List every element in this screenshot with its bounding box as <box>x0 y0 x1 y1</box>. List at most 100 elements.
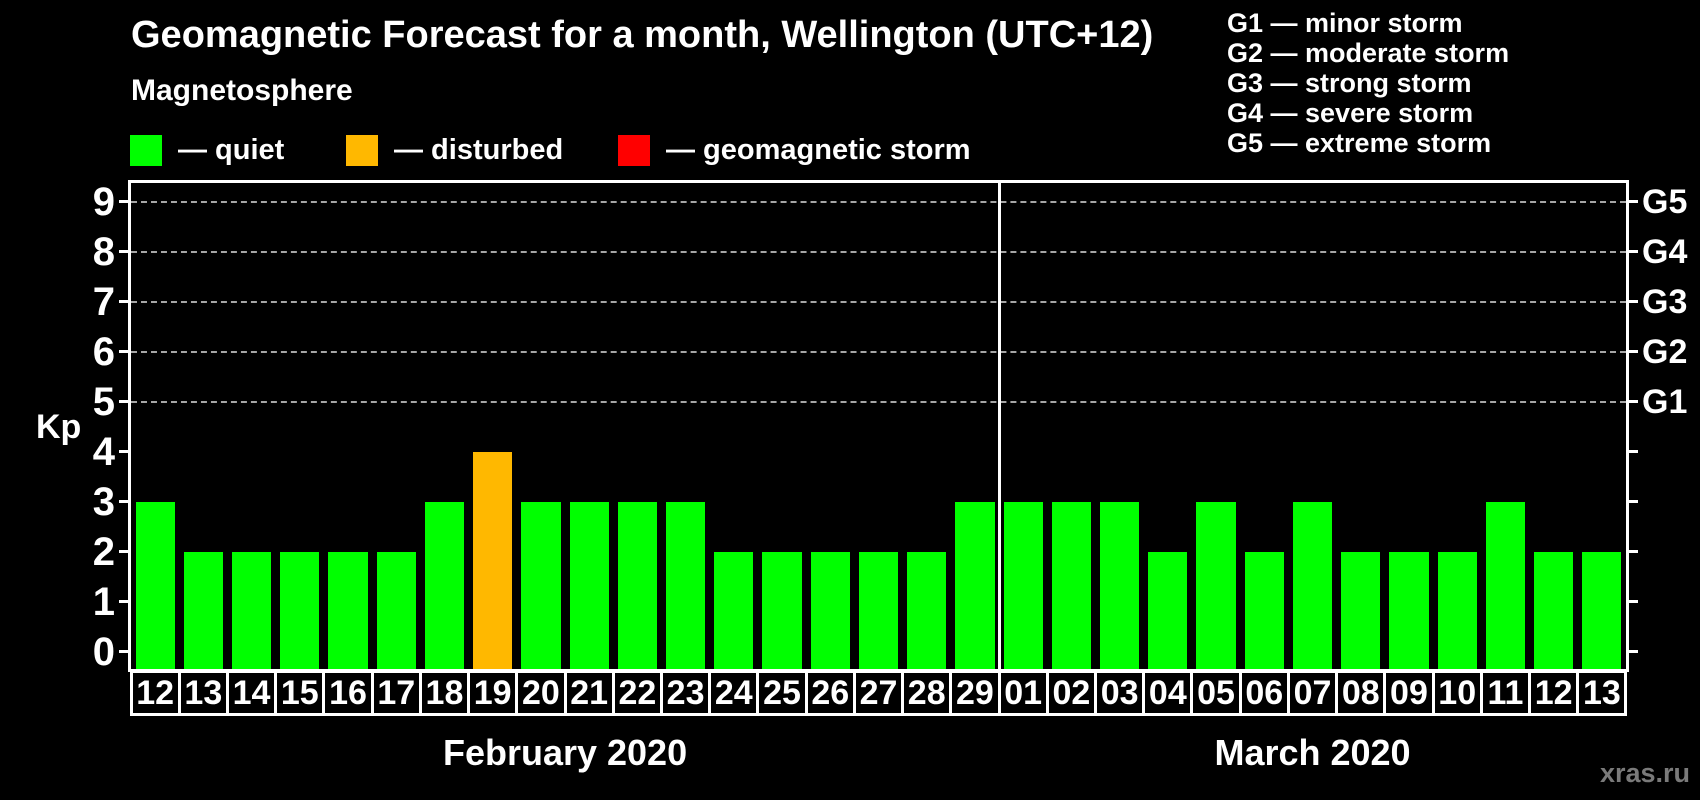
kp-bar-day-17 <box>376 551 416 669</box>
day-label-27: 27 <box>852 670 905 716</box>
month-label-2: March 2020 <box>1214 732 1411 773</box>
day-label-19: 19 <box>467 670 519 716</box>
gridline-g4 <box>131 250 1626 253</box>
kp-bar-day-13 <box>183 551 223 669</box>
kp-bar-day-02 <box>1051 501 1091 669</box>
y-axis-tick-left <box>119 650 128 653</box>
y-axis-title: Kp <box>36 408 82 446</box>
gridline-g1 <box>131 400 1626 403</box>
day-label-16: 16 <box>322 670 374 716</box>
day-label-06: 06 <box>1238 670 1290 716</box>
day-label-01: 01 <box>997 670 1049 716</box>
day-label-28: 28 <box>901 670 953 716</box>
day-label-04: 04 <box>1142 670 1194 716</box>
legend-item-storm: — geomagnetic storm <box>618 130 971 170</box>
kp-bar-day-16 <box>328 551 368 669</box>
day-label-10: 10 <box>1431 670 1483 716</box>
legend-label-quiet: — quiet <box>178 133 285 166</box>
watermark: xras.ru <box>1599 758 1690 788</box>
kp-bar-day-20 <box>521 501 561 669</box>
day-label-08: 08 <box>1335 670 1387 716</box>
g-scale-legend: G1 — minor storm G2 — moderate storm G3 — … <box>1227 8 1509 158</box>
kp-bar-day-14 <box>231 551 272 669</box>
g-level-label-g4: G4 <box>1642 232 1688 271</box>
kp-bar-day-19 <box>473 451 513 669</box>
day-label-13: 13 <box>177 670 229 716</box>
y-axis-tick-right <box>1629 400 1638 403</box>
g-scale-legend-line-2: G2 — moderate storm <box>1227 38 1510 68</box>
kp-bar-day-23 <box>665 501 706 669</box>
y-axis-tick-right <box>1629 550 1638 553</box>
gridline-g2 <box>131 350 1626 353</box>
g-scale-legend-line-4: G4 — severe storm <box>1227 98 1474 128</box>
kp-bar-day-15 <box>280 551 320 669</box>
kp-bar-day-18 <box>424 501 465 669</box>
y-axis-tick-right <box>1629 500 1638 503</box>
y-axis-tick-right <box>1629 300 1638 303</box>
day-label-15: 15 <box>274 670 326 716</box>
y-axis-tick-left <box>119 550 128 553</box>
day-label-23: 23 <box>659 670 712 716</box>
day-label-26: 26 <box>804 670 856 716</box>
g-scale-legend-line-5: G5 — extreme storm <box>1227 128 1492 158</box>
day-label-14: 14 <box>225 670 278 716</box>
disturbed-color-swatch <box>346 134 378 166</box>
y-axis-tick-label: 3 <box>92 479 115 524</box>
day-label-18: 18 <box>418 670 471 716</box>
day-label-07: 07 <box>1286 670 1339 716</box>
kp-bar-day-01 <box>1003 501 1043 669</box>
day-label-17: 17 <box>370 670 422 716</box>
y-axis-tick-left <box>119 600 128 603</box>
g-level-label-g5: G5 <box>1642 182 1688 221</box>
g-level-label-g3: G3 <box>1642 282 1688 321</box>
kp-bar-day-06 <box>1244 551 1284 669</box>
y-axis-tick-label: 1 <box>92 579 115 624</box>
day-label-09: 09 <box>1383 670 1435 716</box>
day-label-13: 13 <box>1576 670 1628 716</box>
day-label-24: 24 <box>708 670 760 716</box>
legend-item-quiet: — quiet <box>130 130 284 170</box>
day-label-12: 12 <box>129 670 181 716</box>
kp-bar-day-13 <box>1582 551 1622 669</box>
day-label-03: 03 <box>1094 670 1146 716</box>
y-axis-tick-left <box>119 450 128 453</box>
y-axis-tick-right <box>1629 200 1638 203</box>
y-axis-tick-label: 7 <box>92 279 115 324</box>
day-label-29: 29 <box>949 670 1001 716</box>
day-label-22: 22 <box>611 670 663 716</box>
y-axis-tick-left <box>119 500 128 503</box>
kp-bar-day-24 <box>714 551 754 669</box>
y-axis-tick-right <box>1629 350 1638 353</box>
y-axis-tick-left <box>119 400 128 403</box>
y-axis-tick-left <box>119 350 128 353</box>
y-axis-tick-left <box>119 300 128 303</box>
legend-label-disturbed: — disturbed <box>394 133 564 166</box>
gridline-g5 <box>131 200 1626 203</box>
day-label-11: 11 <box>1479 670 1532 716</box>
day-label-20: 20 <box>515 670 567 716</box>
month-label-1: February 2020 <box>442 732 688 773</box>
quiet-color-swatch <box>130 134 162 166</box>
kp-bar-day-25 <box>762 551 802 669</box>
y-axis-tick-label: 9 <box>92 179 115 224</box>
kp-bar-day-08 <box>1341 551 1381 669</box>
kp-bar-day-22 <box>617 501 657 669</box>
y-axis-tick-right <box>1629 650 1638 653</box>
kp-bar-day-09 <box>1389 551 1429 669</box>
y-axis-tick-label: 5 <box>92 379 115 424</box>
chart-subtitle: Magnetosphere <box>131 74 353 107</box>
month-divider <box>997 183 1001 669</box>
kp-bar-day-26 <box>810 551 850 669</box>
kp-bar-day-21 <box>569 501 609 669</box>
kp-bar-day-10 <box>1437 551 1477 669</box>
y-axis-tick-label: 8 <box>92 229 115 274</box>
kp-bar-day-12 <box>135 501 175 669</box>
day-label-21: 21 <box>563 670 615 716</box>
g-scale-legend-line-1: G1 — minor storm <box>1227 8 1463 38</box>
kp-bar-day-28 <box>907 551 947 669</box>
gridline-g3 <box>131 300 1626 303</box>
kp-bar-day-05 <box>1196 501 1236 669</box>
kp-bar-day-04 <box>1148 551 1188 669</box>
y-axis-tick-label: 2 <box>92 529 115 574</box>
